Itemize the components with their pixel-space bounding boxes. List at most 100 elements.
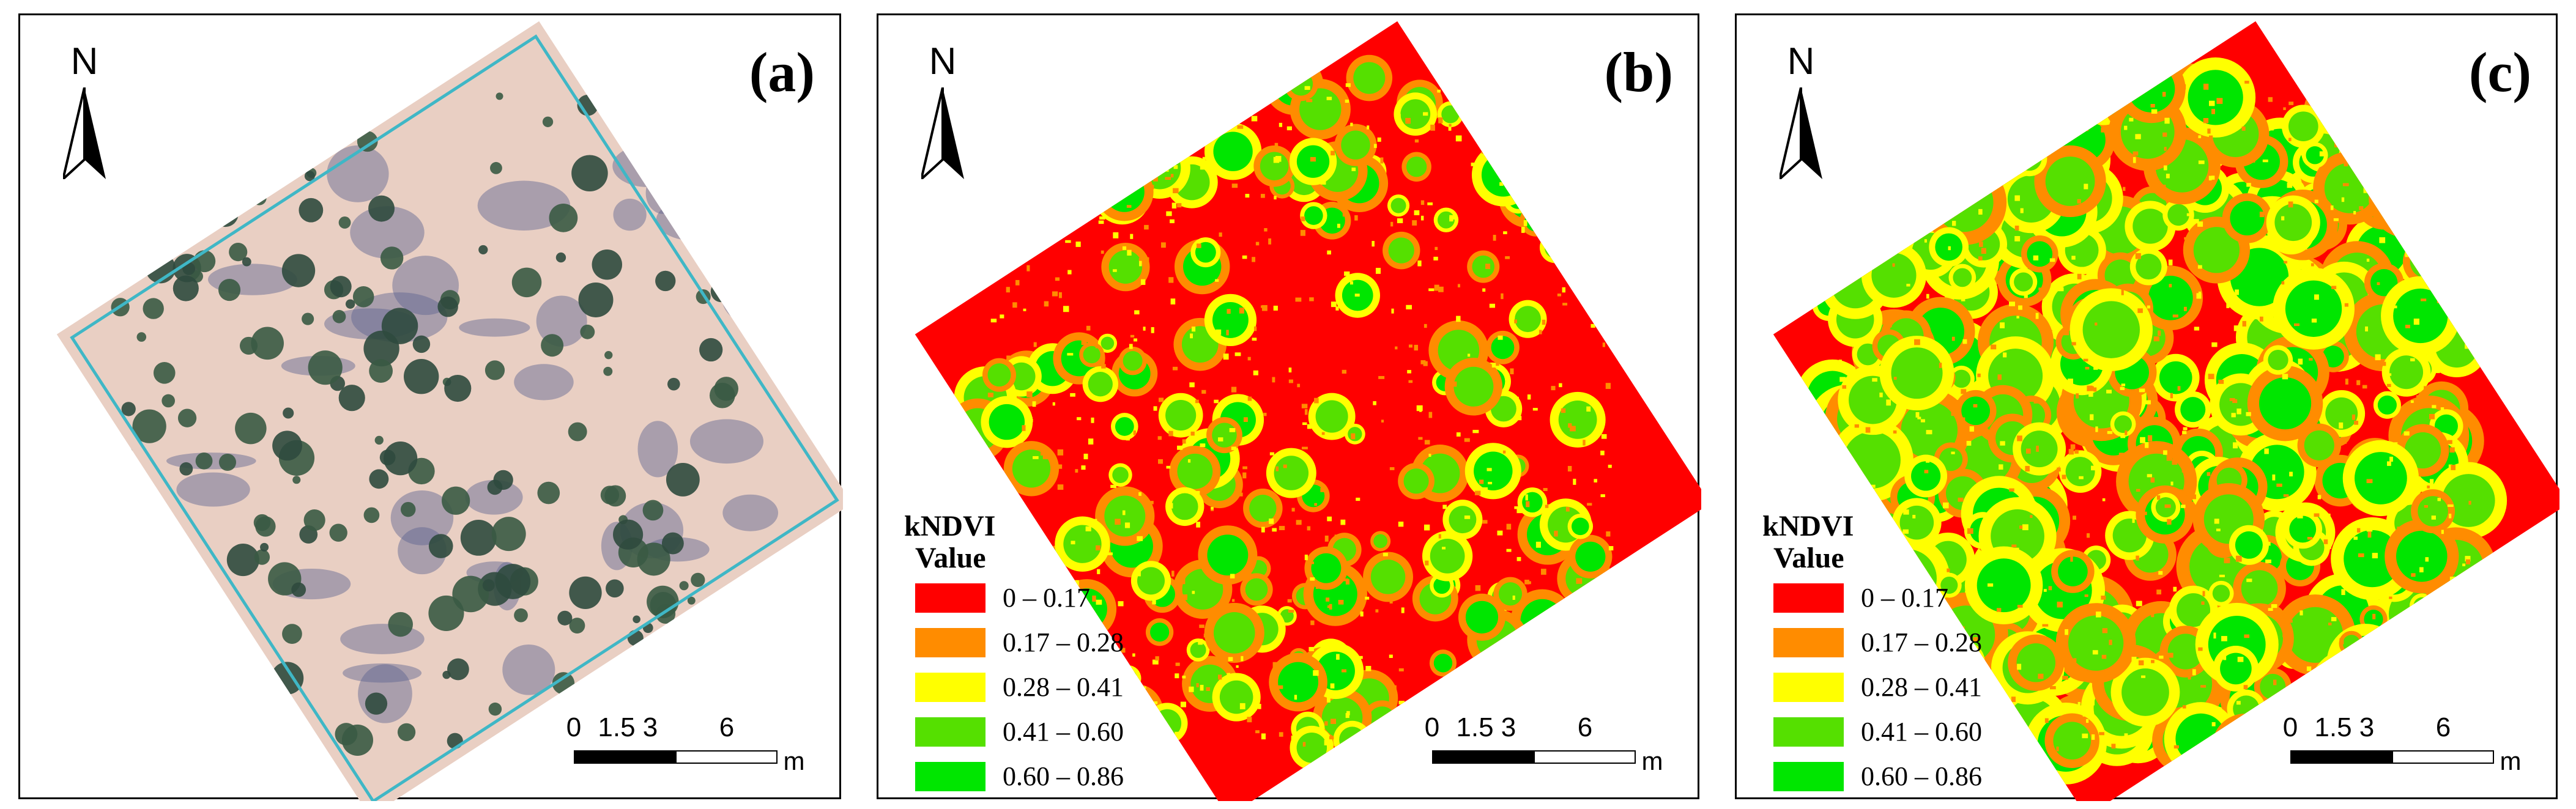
speckle bbox=[1279, 732, 1283, 737]
speckle bbox=[1516, 556, 1521, 561]
speckle bbox=[2465, 559, 2471, 564]
speckle bbox=[1529, 114, 1534, 119]
speckle bbox=[2106, 390, 2112, 394]
speckle bbox=[1302, 422, 1307, 426]
speckle bbox=[1342, 198, 1347, 204]
veg-patch bbox=[2188, 70, 2243, 125]
veg-halo bbox=[1921, 160, 2007, 245]
shrub bbox=[365, 692, 388, 715]
speckle bbox=[1482, 487, 1488, 491]
shadow-patch bbox=[645, 172, 680, 214]
speckle bbox=[1216, 329, 1222, 335]
speckle bbox=[2095, 322, 2098, 326]
speckle bbox=[1997, 374, 2002, 380]
north-arrow: N bbox=[51, 40, 118, 180]
veg-patch bbox=[1897, 103, 1956, 161]
speckle bbox=[1360, 611, 1364, 617]
shrub bbox=[239, 336, 258, 355]
shrub bbox=[709, 382, 735, 408]
speckle bbox=[1584, 181, 1589, 187]
speckle bbox=[1168, 430, 1173, 437]
speckle bbox=[2281, 281, 2285, 285]
speckle bbox=[1144, 224, 1149, 230]
speckle bbox=[2235, 555, 2242, 562]
scale-segment bbox=[574, 750, 676, 764]
shrub bbox=[369, 469, 389, 489]
speckle bbox=[1151, 327, 1154, 333]
speckle bbox=[1192, 327, 1196, 332]
scale-tick-label: 3 bbox=[2359, 712, 2375, 742]
veg-patch bbox=[1854, 181, 1890, 217]
speckle bbox=[1040, 451, 1047, 456]
shrub bbox=[557, 610, 573, 626]
speckle bbox=[2288, 201, 2293, 208]
speckle bbox=[2389, 456, 2393, 462]
speckle bbox=[2036, 445, 2039, 452]
speckle bbox=[1227, 673, 1231, 679]
speckle bbox=[1326, 97, 1332, 100]
speckle bbox=[1475, 585, 1481, 591]
shrub bbox=[299, 198, 324, 223]
veg-halo bbox=[1576, 128, 1605, 157]
speckle bbox=[987, 393, 993, 397]
speckle bbox=[1583, 221, 1588, 227]
speckle bbox=[2392, 135, 2397, 138]
speckle bbox=[1150, 501, 1154, 504]
speckle bbox=[1331, 301, 1337, 308]
speckle bbox=[1272, 662, 1279, 668]
shrub bbox=[292, 476, 301, 484]
speckle bbox=[1397, 218, 1403, 223]
speckle bbox=[1893, 430, 1897, 434]
legend-swatch bbox=[915, 672, 985, 702]
speckle bbox=[1924, 470, 1929, 474]
speckle bbox=[2102, 628, 2108, 634]
speckle bbox=[1160, 242, 1166, 248]
speckle bbox=[1506, 549, 1512, 552]
speckle bbox=[2009, 488, 2014, 492]
shadow-patch bbox=[718, 102, 791, 116]
veg-halo bbox=[2405, 105, 2454, 155]
speckle bbox=[2044, 220, 2047, 226]
veg-halo bbox=[1559, 102, 1598, 141]
speckle bbox=[1514, 319, 1517, 323]
speckle bbox=[2344, 160, 2348, 167]
speckle bbox=[1301, 404, 1308, 408]
speckle bbox=[1314, 397, 1319, 404]
speckle bbox=[2219, 574, 2225, 577]
speckle bbox=[1167, 503, 1173, 509]
speckle bbox=[2017, 435, 2022, 441]
speckle bbox=[1358, 656, 1363, 659]
speckle bbox=[2042, 89, 2047, 93]
speckle bbox=[983, 251, 987, 256]
speckle bbox=[1277, 685, 1283, 689]
speckle bbox=[2429, 602, 2433, 607]
speckle bbox=[1260, 194, 1265, 198]
veg-halo bbox=[2430, 81, 2458, 109]
speckle bbox=[1521, 227, 1525, 233]
speckle bbox=[2207, 472, 2211, 476]
speckle bbox=[2198, 160, 2205, 164]
legend-item: 0.28 – 0.41 bbox=[904, 666, 1124, 708]
speckle bbox=[1603, 578, 1609, 585]
speckle bbox=[1606, 531, 1611, 537]
speckle bbox=[2380, 145, 2384, 150]
speckle bbox=[1873, 178, 1877, 183]
shrub bbox=[677, 663, 707, 694]
shrub bbox=[226, 544, 259, 577]
shadow-patch bbox=[612, 145, 683, 187]
legend-swatch bbox=[1773, 672, 1844, 702]
speckle bbox=[2181, 469, 2185, 473]
veg-patch bbox=[2241, 570, 2278, 607]
speckle bbox=[1398, 701, 1405, 705]
legend-item: 0 – 0.17 bbox=[904, 577, 1124, 619]
speckle bbox=[1425, 560, 1429, 566]
speckle bbox=[2372, 706, 2377, 710]
veg-patch bbox=[2413, 113, 2447, 147]
speckle bbox=[2372, 105, 2377, 109]
speckle bbox=[1914, 339, 1920, 345]
speckle bbox=[2432, 405, 2437, 408]
veg-patch bbox=[2081, 65, 2121, 105]
veg-patch bbox=[1465, 600, 1499, 634]
scale-segment bbox=[675, 750, 778, 764]
veg-patch bbox=[2419, 86, 2468, 135]
